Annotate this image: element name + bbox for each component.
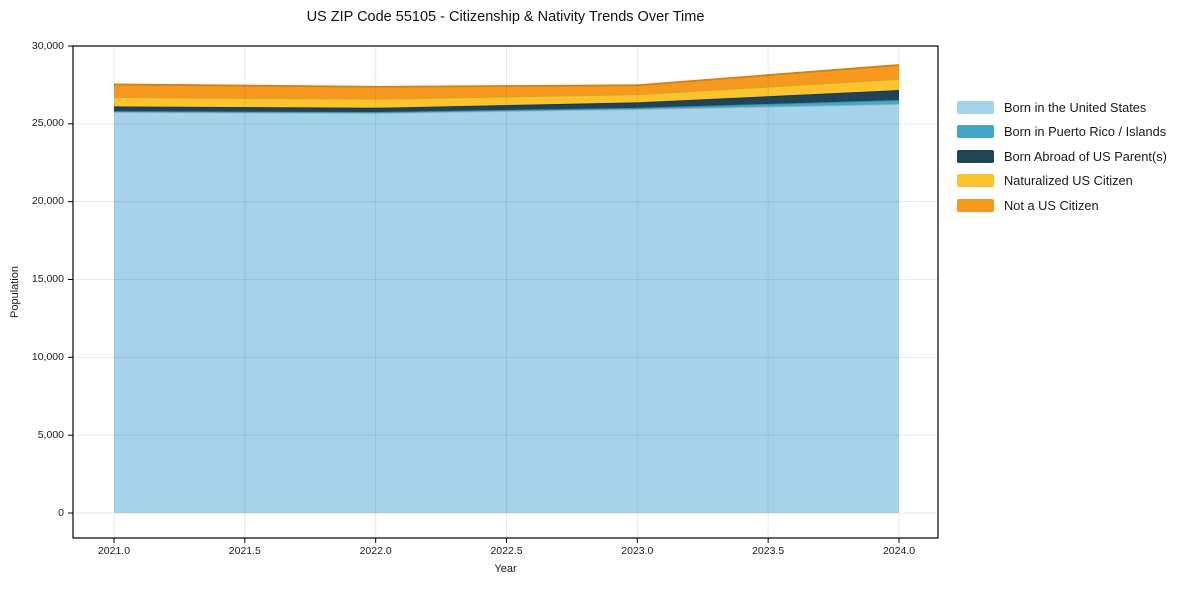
y-tick-label: 25,000: [31, 117, 64, 130]
y-tick-label: 0: [58, 506, 64, 519]
x-axis-label: Year: [494, 563, 517, 575]
x-tick-label: 2022.5: [490, 545, 523, 557]
x-tick-label: 2023.5: [752, 545, 785, 557]
area-edge-not-a-us-citizen: [113, 64, 900, 88]
legend-label: Born in Puerto Rico / Islands: [1004, 124, 1167, 140]
legend-swatch-icon: [957, 125, 994, 139]
legend-item-naturalized-us-citizen: Naturalized US Citizen: [957, 169, 1167, 194]
legend-swatch-icon: [957, 149, 994, 163]
legend-item-born-in-puerto-rico-islands: Born in Puerto Rico / Islands: [957, 120, 1167, 145]
x-tick-label: 2021.0: [97, 545, 131, 557]
legend-swatch-icon: [957, 174, 994, 188]
x-tick-label: 2021.5: [228, 545, 261, 557]
axis-ticks: [68, 45, 900, 543]
y-tick-label: 15,000: [31, 273, 64, 285]
x-tick-label: 2023.0: [621, 545, 654, 557]
legend-item-born-abroad-of-us-parent-s: Born Abroad of US Parent(s): [957, 144, 1167, 169]
plot-border: [72, 45, 939, 539]
legend-label: Not a US Citizen: [1004, 197, 1099, 213]
y-tick-label: 10,000: [31, 350, 64, 363]
x-tick-label: 2024.0: [882, 545, 916, 557]
y-tick-label: 20,000: [31, 195, 64, 208]
chart-title: US ZIP Code 55105 - Citizenship & Nativi…: [306, 9, 705, 25]
legend-item-not-a-us-citizen: Not a US Citizen: [957, 193, 1167, 218]
x-tick-label: 2022.0: [359, 545, 392, 557]
area-born-abroad-of-us-parent-s: [114, 90, 899, 113]
legend-label: Born Abroad of US Parent(s): [1004, 148, 1167, 164]
area-naturalized-us-citizen: [114, 79, 899, 108]
legend-label: Naturalized US Citizen: [1004, 173, 1133, 189]
legend-swatch-icon: [957, 100, 994, 114]
legend-swatch-icon: [957, 198, 994, 212]
area-born-in-the-united-states: [114, 103, 899, 514]
y-tick-label: 5,000: [37, 428, 64, 441]
legend: Born in the United States Born in Puerto …: [957, 95, 1167, 218]
legend-label: Born in the United States: [1004, 99, 1147, 115]
legend-item-born-in-the-united-states: Born in the United States: [957, 95, 1167, 120]
y-tick-label: 30,000: [31, 39, 64, 52]
area-not-a-us-citizen: [114, 64, 899, 99]
